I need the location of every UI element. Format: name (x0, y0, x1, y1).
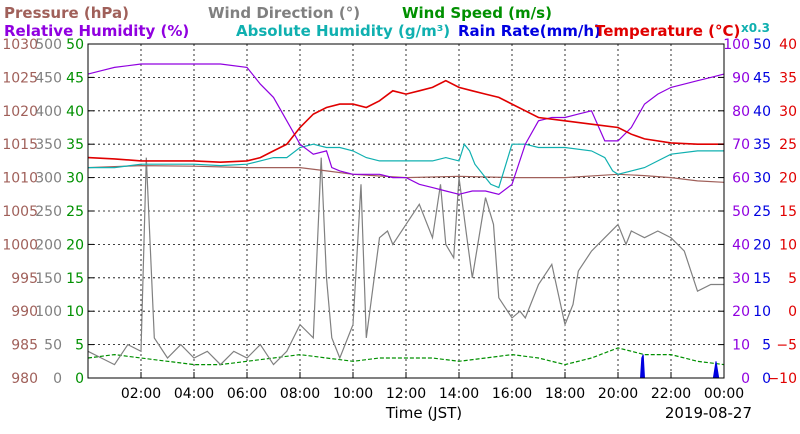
y-tick-temperature: 5 (788, 271, 797, 287)
y-tick-wind-speed: 25 (66, 204, 84, 220)
legend: Pressure (hPa) Wind Direction (°) Wind S… (4, 4, 770, 40)
y-tick-pressure: 995 (11, 271, 38, 287)
x-axis: 02:00 04:00 06:00 08:00 10:00 12:00 14:00 16:00… (121, 372, 744, 402)
y-tick-rain-abs: 30 (753, 171, 771, 187)
y-tick-temperature: −5 (776, 338, 797, 354)
x-tick-label: 16:00 (492, 386, 532, 402)
y-tick-rain-abs: 35 (753, 137, 771, 153)
y-tick-wind-direction: 350 (35, 137, 62, 153)
y-tick-wind-direction: 450 (35, 70, 62, 86)
legend-wind-direction: Wind Direction (°) (208, 4, 360, 22)
y-tick-wind-direction: 50 (44, 338, 62, 354)
legend-temperature: Temperature (°C) (595, 22, 740, 40)
x-tick-label: 22:00 (651, 386, 691, 402)
y-tick-humidity: 60 (732, 171, 750, 187)
y-tick-wind-direction: 300 (35, 171, 62, 187)
y-tick-wind-speed: 10 (66, 304, 84, 320)
series-wind-direction (87, 157, 724, 366)
y-tick-wind-speed: 35 (66, 137, 84, 153)
y-tick-humidity: 0 (741, 371, 750, 387)
y-tick-rain-abs: 40 (753, 104, 771, 120)
x-tick-label: 00:00 (704, 386, 744, 402)
y-tick-wind-direction: 250 (35, 204, 62, 220)
y-tick-humidity: 90 (732, 70, 750, 86)
y-tick-wind-speed: 40 (66, 104, 84, 120)
y-tick-temperature: 35 (779, 70, 797, 86)
y-tick-wind-direction: 200 (35, 237, 62, 253)
y-tick-humidity: 10 (732, 338, 750, 354)
y-tick-rain-abs: 50 (753, 37, 771, 53)
series-temperature-c (87, 79, 724, 164)
y-tick-humidity: 30 (732, 271, 750, 287)
legend-relative-humidity: Relative Humidity (%) (4, 22, 189, 40)
y-tick-pressure: 1030 (2, 37, 38, 53)
y-tick-wind-direction: 400 (35, 104, 62, 120)
y-tick-wind-speed: 30 (66, 171, 84, 187)
y-tick-temperature: 20 (779, 171, 797, 187)
y-tick-rain-abs: 15 (753, 271, 771, 287)
y-tick-wind-direction: 100 (35, 304, 62, 320)
y-tick-rain-abs: 5 (762, 338, 771, 354)
y-tick-temperature: 30 (779, 104, 797, 120)
grid (88, 44, 724, 378)
x-tick-label: 14:00 (439, 386, 479, 402)
y-tick-wind-speed: 0 (75, 371, 84, 387)
y-tick-temperature: 40 (779, 37, 797, 53)
y-tick-pressure: 985 (11, 338, 38, 354)
y-tick-pressure: 1020 (2, 104, 38, 120)
y-tick-rain-abs: 20 (753, 237, 771, 253)
y-tick-temperature: −10 (767, 371, 797, 387)
y-tick-humidity: 50 (732, 204, 750, 220)
x-tick-label: 12:00 (386, 386, 426, 402)
y-tick-pressure: 1000 (2, 237, 38, 253)
y-tick-wind-speed: 15 (66, 271, 84, 287)
y-tick-wind-speed: 5 (75, 338, 84, 354)
y-axes: 9809859909951000100510101015102010251030… (2, 37, 797, 387)
y-tick-pressure: 1015 (2, 137, 38, 153)
y-tick-pressure: 1005 (2, 204, 38, 220)
x-tick-label: 08:00 (280, 386, 320, 402)
legend-multiplier: x0.3 (741, 21, 770, 35)
legend-pressure: Pressure (hPa) (4, 4, 129, 22)
y-tick-pressure: 980 (11, 371, 38, 387)
y-tick-pressure: 1010 (2, 171, 38, 187)
x-tick-label: 20:00 (598, 386, 638, 402)
x-tick-label: 04:00 (174, 386, 214, 402)
y-tick-wind-speed: 20 (66, 237, 84, 253)
y-tick-humidity: 80 (732, 104, 750, 120)
x-tick-label: 02:00 (121, 386, 161, 402)
x-tick-label: 18:00 (545, 386, 585, 402)
y-tick-temperature: 10 (779, 237, 797, 253)
y-tick-rain-abs: 45 (753, 70, 771, 86)
y-tick-wind-speed: 50 (66, 37, 84, 53)
y-tick-wind-direction: 150 (35, 271, 62, 287)
y-tick-pressure: 990 (11, 304, 38, 320)
legend-rain-rate: Rain Rate(mm/h) (458, 22, 601, 40)
series-absolute-humidity-g-m (88, 142, 724, 189)
y-tick-humidity: 40 (732, 237, 750, 253)
y-tick-temperature: 15 (779, 204, 797, 220)
y-tick-temperature: 25 (779, 137, 797, 153)
y-tick-wind-speed: 45 (66, 70, 84, 86)
y-tick-pressure: 1025 (2, 70, 38, 86)
y-tick-temperature: 0 (788, 304, 797, 320)
y-tick-wind-direction: 0 (53, 371, 62, 387)
y-tick-humidity: 70 (732, 137, 750, 153)
series-wind-speed-m-s (87, 347, 725, 366)
y-tick-rain-abs: 0 (762, 371, 771, 387)
legend-wind-speed: Wind Speed (m/s) (402, 4, 552, 22)
x-tick-label: 06:00 (227, 386, 267, 402)
x-tick-label: 10:00 (333, 386, 373, 402)
y-tick-wind-direction: 500 (35, 37, 62, 53)
date-label: 2019-08-27 (665, 404, 752, 422)
x-axis-label: Time (JST) (385, 404, 462, 422)
y-tick-humidity: 100 (723, 37, 750, 53)
legend-absolute-humidity: Absolute Humidity (g/m³) (236, 22, 450, 40)
y-tick-humidity: 20 (732, 304, 750, 320)
y-tick-rain-abs: 10 (753, 304, 771, 320)
series-pressure-hpa (87, 164, 725, 183)
y-tick-rain-abs: 25 (753, 204, 771, 220)
